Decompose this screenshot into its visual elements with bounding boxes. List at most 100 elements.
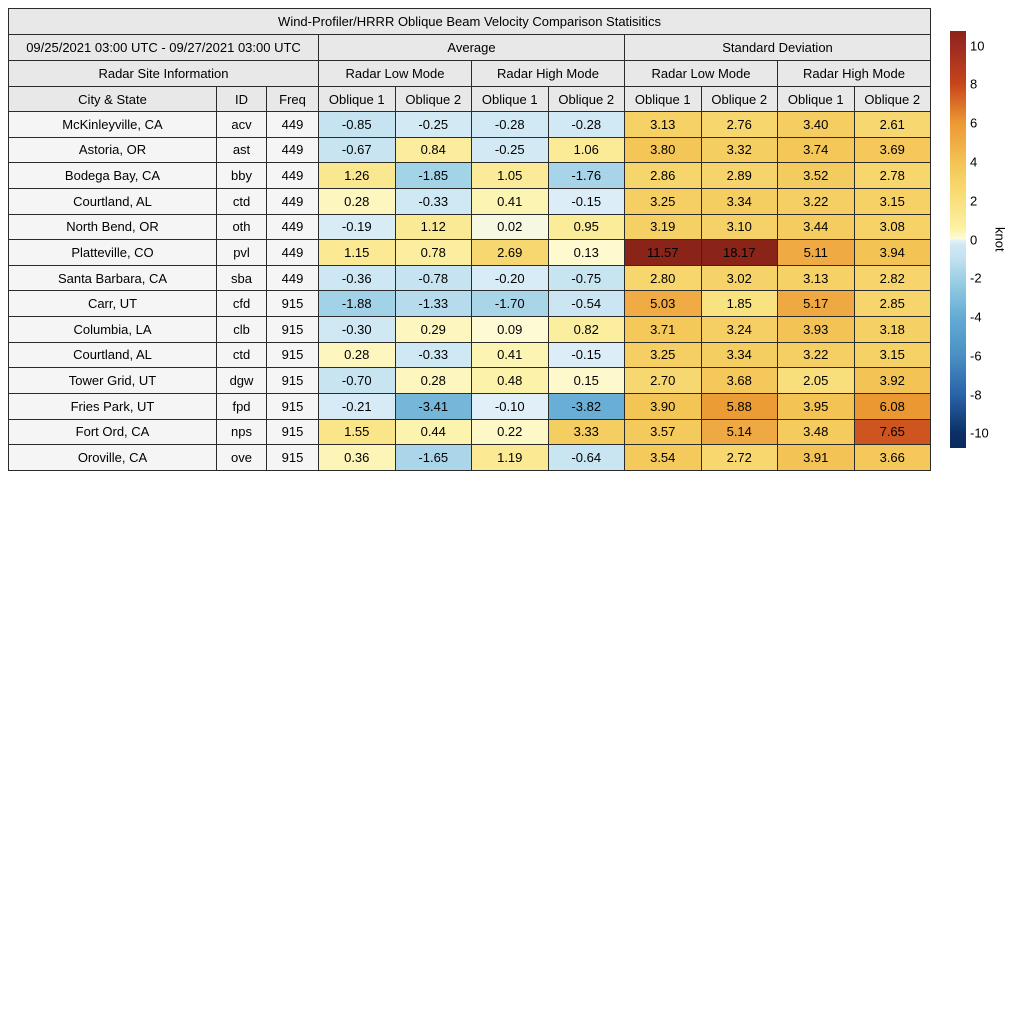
site-id-cell: ctd [216, 341, 267, 369]
value-cell: 0.09 [471, 316, 549, 343]
value-cell: -1.33 [394, 290, 472, 317]
value-cell: -1.88 [318, 290, 396, 317]
freq-cell: 449 [266, 239, 319, 266]
value-cell: 3.91 [777, 444, 855, 471]
table-title: Wind-Profiler/HRRR Oblique Beam Velocity… [8, 8, 931, 35]
value-cell: 0.48 [471, 367, 549, 394]
value-cell: -0.70 [318, 367, 396, 394]
freq-cell: 915 [266, 316, 319, 343]
city-cell: Fries Park, UT [8, 392, 217, 420]
value-cell: 1.15 [318, 239, 396, 266]
value-cell: 3.71 [624, 316, 702, 343]
table-row: Fries Park, UT fpd 915 -0.21 -3.41 -0.10 -3.82… [8, 392, 931, 420]
colorbar-label: knot [992, 227, 1008, 252]
col-header-id: ID [216, 86, 267, 112]
value-cell: 11.57 [624, 239, 702, 266]
colorbar-tick-label: 2 [970, 193, 978, 209]
table-row: McKinleyville, CA acv 449 -0.85 -0.25 -0.28 -0… [8, 111, 931, 138]
col-header-city: City & State [8, 86, 217, 112]
value-cell: -0.75 [547, 264, 625, 292]
value-cell: 1.06 [547, 136, 625, 164]
value-cell: -1.76 [547, 162, 625, 189]
value-cell: -0.78 [394, 264, 472, 292]
colorbar-ticks: 10 8 6 4 2 0 -2 -4 -6 -8 -10 [970, 31, 1000, 448]
site-id-cell: cfd [216, 290, 267, 317]
site-id-cell: ctd [216, 187, 267, 215]
colorbar-tick-label: -4 [970, 309, 982, 325]
value-cell: 3.34 [700, 341, 778, 369]
value-cell: 5.11 [777, 239, 855, 266]
value-cell: 0.29 [394, 316, 472, 343]
value-cell: -0.85 [318, 111, 396, 138]
value-cell: 0.28 [394, 367, 472, 394]
value-cell: 3.92 [853, 367, 931, 394]
value-cell: 2.61 [853, 111, 931, 138]
freq-cell: 449 [266, 136, 319, 164]
value-cell: 3.90 [624, 392, 702, 420]
value-cell: 3.15 [853, 187, 931, 215]
city-cell: North Bend, OR [8, 213, 217, 241]
freq-cell: 449 [266, 213, 319, 241]
colorbar-label-wrap: knot [992, 31, 1008, 448]
colorbar-tick-label: 6 [970, 115, 978, 131]
city-cell: Platteville, CO [8, 239, 217, 266]
value-cell: -1.85 [394, 162, 472, 189]
value-cell: 2.82 [853, 264, 931, 292]
colorbar-gradient [950, 31, 966, 448]
city-cell: Carr, UT [8, 290, 217, 317]
value-cell: 0.44 [394, 418, 472, 446]
freq-cell: 915 [266, 341, 319, 369]
col-header-oblique: Oblique 1 [471, 86, 549, 112]
value-cell: 3.69 [853, 136, 931, 164]
site-id-cell: pvl [216, 239, 267, 266]
date-range: 09/25/2021 03:00 UTC - 09/27/2021 03:00 … [8, 34, 319, 61]
colorbar-tick-label: 8 [970, 76, 978, 92]
value-cell: -0.28 [471, 111, 549, 138]
stats-table: Wind-Profiler/HRRR Oblique Beam Velocity… [8, 8, 931, 471]
site-info-header: Radar Site Information [8, 60, 319, 87]
city-cell: McKinleyville, CA [8, 111, 217, 138]
table-row: Oroville, CA ove 915 0.36 -1.65 1.19 -0.64 3.54… [8, 444, 931, 471]
value-cell: 3.93 [777, 316, 855, 343]
col-header-oblique: Oblique 2 [547, 86, 625, 112]
value-cell: 3.19 [624, 213, 702, 241]
value-cell: 3.13 [777, 264, 855, 292]
freq-cell: 449 [266, 187, 319, 215]
value-cell: 1.85 [700, 290, 778, 317]
table-row: Santa Barbara, CA sba 449 -0.36 -0.78 -0.20 -0… [8, 264, 931, 292]
col-header-oblique: Oblique 2 [853, 86, 931, 112]
value-cell: -0.36 [318, 264, 396, 292]
value-cell: 2.78 [853, 162, 931, 189]
value-cell: -0.20 [471, 264, 549, 292]
value-cell: 3.68 [700, 367, 778, 394]
value-cell: 3.66 [853, 444, 931, 471]
group-header-average: Average [318, 34, 625, 61]
value-cell: 3.33 [547, 418, 625, 446]
colorbar-tick-label: -6 [970, 348, 982, 364]
value-cell: 3.40 [777, 111, 855, 138]
city-cell: Bodega Bay, CA [8, 162, 217, 189]
value-cell: 0.78 [394, 239, 472, 266]
value-cell: 6.08 [853, 392, 931, 420]
freq-cell: 915 [266, 392, 319, 420]
table-row: Bodega Bay, CA bby 449 1.26 -1.85 1.05 -1.76 2.… [8, 162, 931, 189]
value-cell: -0.19 [318, 213, 396, 241]
value-cell: 3.02 [700, 264, 778, 292]
table-body: McKinleyville, CA acv 449 -0.85 -0.25 -0.28 -0… [8, 111, 931, 471]
value-cell: 3.25 [624, 187, 702, 215]
col-header-oblique: Oblique 1 [777, 86, 855, 112]
value-cell: 3.24 [700, 316, 778, 343]
value-cell: 0.36 [318, 444, 396, 471]
value-cell: -3.41 [394, 392, 472, 420]
value-cell: 5.14 [700, 418, 778, 446]
value-cell: 3.15 [853, 341, 931, 369]
value-cell: 0.13 [547, 239, 625, 266]
value-cell: 7.65 [853, 418, 931, 446]
value-cell: 0.95 [547, 213, 625, 241]
value-cell: 1.05 [471, 162, 549, 189]
value-cell: 3.34 [700, 187, 778, 215]
table-row: Astoria, OR ast 449 -0.67 0.84 -0.25 1.06 3.80 3… [8, 136, 931, 164]
value-cell: -0.67 [318, 136, 396, 164]
value-cell: -1.65 [394, 444, 472, 471]
